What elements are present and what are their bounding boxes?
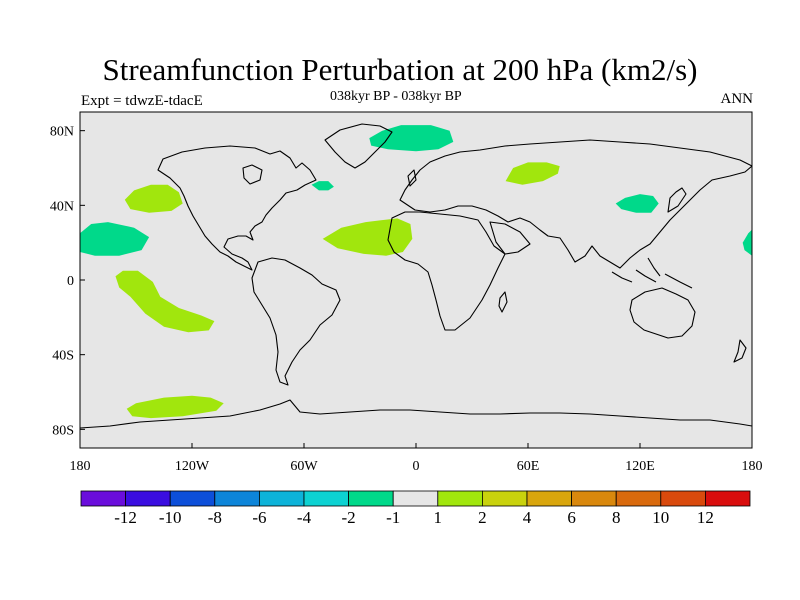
coastline-south-america	[251, 257, 341, 386]
experiment-label: Expt = tdwzE-tdacE	[81, 93, 203, 109]
colorbar-box	[169, 490, 216, 507]
season-label: ANN	[720, 91, 754, 107]
x-tick-label: 0	[413, 459, 420, 474]
coastline-arabia	[489, 221, 531, 255]
anomaly-region-central-asia	[505, 162, 560, 185]
colorbar-label: -1	[386, 508, 400, 527]
coastline-hudson-bay	[242, 164, 263, 185]
anomaly-region-labrador-sea	[311, 181, 334, 191]
colorbar-label: 12	[697, 508, 714, 527]
coastline-uk	[407, 169, 417, 187]
anomaly-region-southern-ocean	[126, 395, 224, 419]
colorbar-box	[348, 490, 394, 507]
anomaly-region-central-pacific-dateline	[80, 222, 150, 256]
coastline-indonesia	[611, 257, 693, 289]
colorbar-box	[125, 490, 171, 507]
colorbar-box	[571, 490, 617, 507]
colorbar-box	[437, 490, 483, 507]
colorbar-label: -10	[159, 508, 182, 527]
colorbar-label: -6	[252, 508, 266, 527]
anomaly-region-east-pacific-south	[115, 270, 215, 333]
y-tick-label: 40S	[52, 349, 74, 364]
coastline-greenland	[324, 123, 393, 169]
coastline-australia	[629, 287, 696, 339]
anomaly-region-west-pacific-edge	[742, 229, 752, 256]
colorbar-labels: -12 -10 -8 -6 -4 -2 -1 1 2 4 6 8 10 12	[114, 508, 714, 527]
x-tick-label: 120E	[625, 459, 655, 474]
y-tick-label: 80N	[50, 125, 74, 140]
coastline-new-zealand	[733, 339, 747, 363]
y-axis-ticks: 80N 40N 0 40S 80S	[50, 125, 85, 438]
colorbar-box	[481, 490, 528, 507]
anomaly-region-east-asia	[615, 194, 659, 213]
x-tick-label: 180	[70, 459, 91, 474]
colorbar-label: -2	[342, 508, 356, 527]
colorbar-box	[392, 490, 439, 507]
colorbar-box	[214, 490, 260, 507]
x-tick-label: 120W	[175, 459, 210, 474]
map-background	[80, 112, 752, 448]
colorbar-label: 2	[478, 508, 487, 527]
colorbar-label: -4	[297, 508, 312, 527]
coastline-antarctica	[80, 399, 752, 429]
colorbar-label: 4	[523, 508, 532, 527]
colorbar-box	[258, 490, 305, 507]
anomaly-regions	[80, 125, 752, 419]
y-tick-label: 0	[67, 274, 74, 289]
colorbar-box	[80, 490, 126, 507]
colorbar-label: -8	[208, 508, 222, 527]
plot-subtitle: 038kyr BP - 038kyr BP	[330, 89, 462, 104]
x-tick-label: 60E	[517, 459, 540, 474]
colorbar-box	[526, 490, 572, 507]
coastline-africa	[387, 211, 506, 331]
colorbar-label: 6	[567, 508, 576, 527]
x-tick-label: 180	[742, 459, 763, 474]
y-tick-label: 40N	[50, 199, 74, 214]
colorbar-box	[705, 490, 751, 507]
colorbar-label: 1	[434, 508, 443, 527]
coastline-eurasia	[399, 139, 752, 269]
anomaly-region-north-pacific	[124, 184, 183, 213]
x-axis-ticks: 180 120W 60W 0 60E 120E 180	[70, 443, 763, 474]
colorbar-boxes	[80, 490, 751, 507]
colorbar-box	[660, 490, 706, 507]
x-tick-label: 60W	[290, 459, 318, 474]
y-tick-label: 80S	[52, 423, 74, 438]
colorbar-label: -12	[114, 508, 137, 527]
coastlines	[80, 123, 752, 429]
colorbar-label: 10	[652, 508, 669, 527]
coastline-madagascar	[498, 291, 508, 313]
colorbar-box	[303, 490, 349, 507]
colorbar-label: 8	[612, 508, 621, 527]
coastline-north-america	[157, 145, 317, 271]
plot-title: Streamfunction Perturbation at 200 hPa (…	[102, 52, 698, 87]
coastline-japan	[667, 187, 687, 213]
colorbar-box	[615, 490, 662, 507]
